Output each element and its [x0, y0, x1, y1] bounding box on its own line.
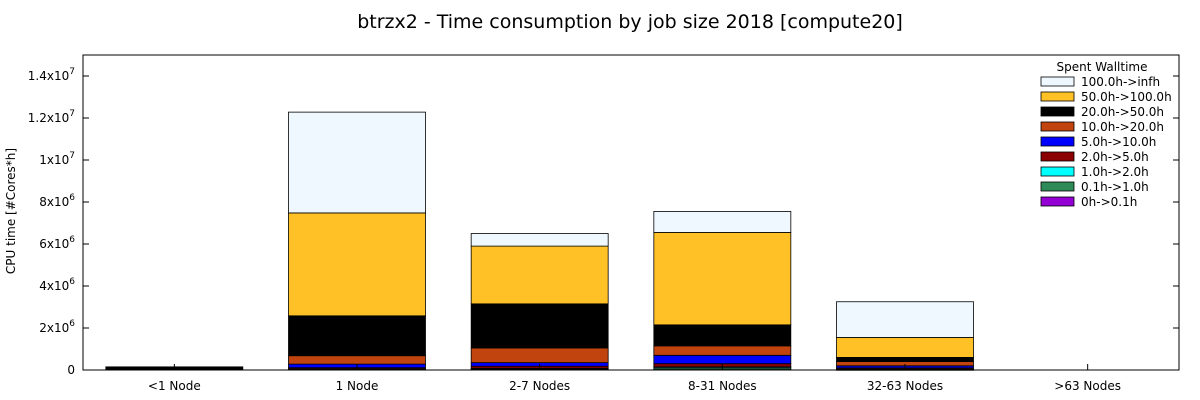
x-tick-label: <1 Node: [148, 379, 201, 393]
bar-segment: [653, 345, 792, 356]
y-tick-label: 2x106: [39, 319, 75, 335]
legend: Spent Walltime 100.0h->infh50.0h->100.0h…: [1040, 60, 1172, 209]
bar-segment: [470, 303, 609, 349]
legend-label: 5.0h->10.0h: [1081, 135, 1156, 149]
y-tick-label: 1x107: [39, 151, 75, 167]
legend-swatch: [1040, 181, 1075, 192]
bar-segment: [653, 324, 792, 347]
y-tick-label: 8x106: [39, 193, 75, 209]
y-tick-label: 4x106: [39, 277, 75, 293]
x-axis: <1 Node 1 Node 2-7 Nodes 8-31 Nodes 32-63 No…: [148, 364, 1121, 393]
bar-segment: [653, 232, 792, 326]
x-tick-label: 2-7 Nodes: [509, 379, 570, 393]
x-tick-label: 1 Node: [336, 379, 379, 393]
bar-segment: [288, 212, 426, 317]
y-axis-label: CPU time [#Cores*h]: [4, 148, 18, 274]
bar-segment: [653, 354, 792, 365]
y-tick-label: 1.2x107: [28, 109, 75, 125]
legend-swatch: [1040, 106, 1075, 117]
legend-swatch: [1040, 121, 1075, 132]
x-tick-label: >63 Nodes: [1054, 379, 1121, 393]
legend-label: 10.0h->20.0h: [1081, 120, 1164, 134]
chart-title: btrzx2 - Time consumption by job size 20…: [357, 11, 903, 33]
y-axis: 0 2x106 4x106 6x106 8x106 1x107 1.2x107 1.4x107: [28, 67, 1179, 377]
bar-segment: [288, 315, 426, 357]
bar-segment: [836, 301, 974, 338]
bars-layer: [105, 111, 974, 371]
bar-segment: [288, 355, 426, 365]
legend-swatch: [1040, 136, 1075, 147]
legend-label: 100.0h->infh: [1081, 75, 1160, 89]
legend-swatch: [1040, 151, 1075, 162]
y-tick-label: 6x106: [39, 235, 75, 251]
bar-segment: [288, 111, 426, 214]
bar-segment: [836, 337, 974, 358]
bar-segment: [653, 211, 792, 233]
bar-segment: [836, 356, 974, 362]
legend-label: 0h->0.1h: [1081, 195, 1137, 209]
legend-swatch: [1040, 91, 1075, 102]
legend-swatch: [1040, 76, 1075, 87]
y-tick-label: 1.4x107: [28, 67, 75, 83]
legend-title: Spent Walltime: [1057, 60, 1148, 74]
legend-label: 20.0h->50.0h: [1081, 105, 1164, 119]
legend-swatch: [1040, 166, 1075, 177]
bar-segment: [470, 245, 609, 305]
legend-label: 2.0h->5.0h: [1081, 150, 1149, 164]
legend-label: 0.1h->1.0h: [1081, 180, 1149, 194]
x-tick-label: 32-63 Nodes: [867, 379, 943, 393]
bar-segment: [470, 233, 609, 247]
legend-label: 50.0h->100.0h: [1081, 90, 1172, 104]
x-tick-label: 8-31 Nodes: [688, 379, 757, 393]
bar-segment: [470, 347, 609, 364]
plot-frame: [82, 54, 1180, 371]
y-tick-label: 0: [67, 363, 75, 377]
legend-label: 1.0h->2.0h: [1081, 165, 1149, 179]
legend-swatch: [1040, 196, 1075, 207]
